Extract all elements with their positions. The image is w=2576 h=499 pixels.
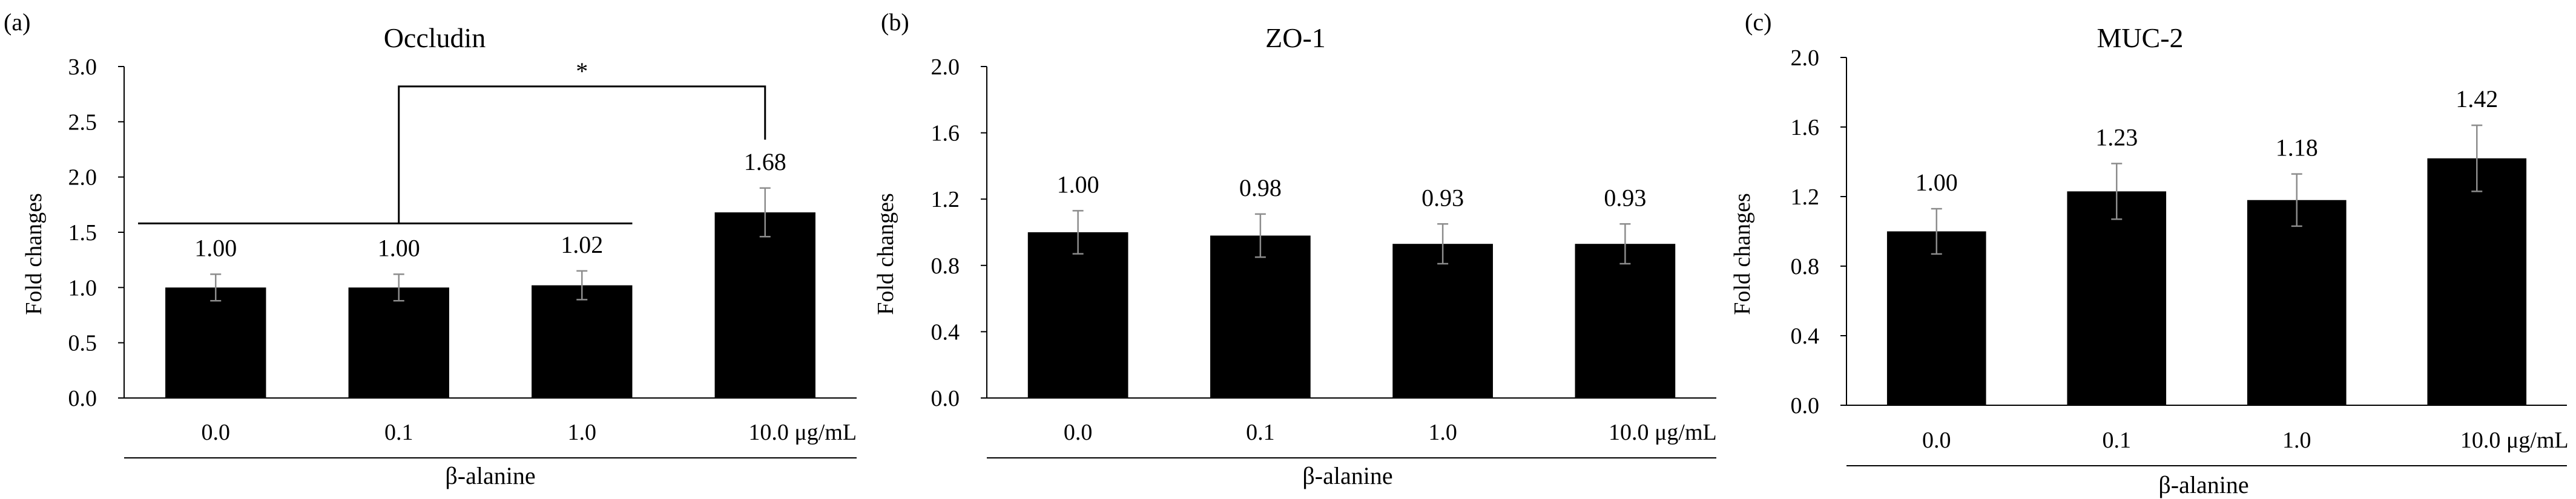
value-label-zo1-3: 0.93 [1604, 184, 1646, 211]
category-label-muc2-2: 1.0 [2282, 428, 2311, 453]
bar-muc2-3 [2427, 158, 2527, 405]
value-label-muc2-1: 1.23 [2095, 123, 2138, 151]
x-axis-title-occludin: β-alanine [445, 462, 535, 489]
category-label-zo1-2: 1.0 [1428, 420, 1457, 445]
panel-label-a: (a) [4, 8, 30, 36]
panel-occludin: (a) Occludin Fold changes β-alanine 0.0 0… [4, 8, 857, 489]
bar-zo1-1 [1210, 235, 1311, 398]
value-label-zo1-2: 0.93 [1421, 184, 1464, 211]
y-tick-label-zo1-3: 1.2 [931, 187, 960, 212]
y-tick-label-occludin-4: 2.0 [68, 165, 97, 191]
y-tick-label-zo1-2: 0.8 [931, 253, 960, 279]
x-axis-title-zo1: β-alanine [1302, 462, 1392, 489]
value-label-occludin-0: 1.00 [194, 234, 237, 261]
y-tick-label-occludin-3: 1.5 [68, 220, 97, 246]
category-label-occludin-0: 0.0 [202, 420, 231, 445]
y-tick-label-zo1-1: 0.4 [931, 319, 960, 345]
category-label-occludin-1: 0.1 [384, 420, 413, 445]
bar-occludin-3 [714, 212, 815, 398]
y-tick-label-occludin-2: 1.0 [68, 275, 97, 301]
panel-label-c: (c) [1745, 8, 1771, 36]
category-label-occludin-3: 10.0 μg/mL [748, 420, 857, 445]
bar-occludin-1 [348, 287, 449, 398]
y-tick-label-zo1-4: 1.6 [931, 121, 960, 146]
category-label-muc2-3: 10.0 μg/mL [2460, 428, 2569, 453]
category-label-zo1-0: 0.0 [1064, 420, 1093, 445]
bar-zo1-0 [1027, 232, 1128, 398]
x-axis-title-muc2: β-alanine [2158, 471, 2248, 498]
bar-zo1-2 [1392, 244, 1493, 398]
bar-muc2-2 [2247, 200, 2347, 405]
y-axis-label-muc2: Fold changes [1730, 193, 1755, 315]
value-label-zo1-1: 0.98 [1239, 174, 1282, 201]
panel-zo1: (b) ZO-1 Fold changes β-alanine 0.0 0.4 0.… [873, 8, 1717, 489]
y-tick-label-zo1-0: 0.0 [931, 386, 960, 411]
y-tick-label-muc2-5: 2.0 [1791, 45, 1820, 71]
value-label-occludin-1: 1.00 [378, 234, 420, 261]
y-axis-label-occludin: Fold changes [21, 193, 47, 315]
y-tick-label-muc2-4: 1.6 [1791, 115, 1820, 140]
bar-muc2-0 [1886, 231, 1986, 405]
y-tick-label-occludin-0: 0.0 [68, 386, 97, 411]
y-tick-label-occludin-5: 2.5 [68, 109, 97, 135]
bar-muc2-1 [2067, 191, 2167, 405]
value-label-occludin-2: 1.02 [561, 231, 603, 258]
y-tick-label-muc2-2: 0.8 [1791, 254, 1820, 279]
category-label-muc2-1: 0.1 [2103, 428, 2132, 453]
y-tick-label-zo1-5: 2.0 [931, 54, 960, 80]
bar-occludin-2 [532, 285, 633, 398]
category-label-zo1-1: 0.1 [1246, 420, 1275, 445]
value-label-zo1-0: 1.00 [1057, 171, 1099, 198]
value-label-muc2-3: 1.42 [2456, 85, 2498, 113]
y-tick-label-muc2-3: 1.2 [1791, 184, 1820, 210]
category-label-occludin-2: 1.0 [568, 420, 597, 445]
value-label-occludin-3: 1.68 [744, 148, 786, 175]
category-label-muc2-0: 0.0 [1922, 428, 1951, 453]
y-tick-label-muc2-0: 0.0 [1791, 393, 1820, 419]
category-label-zo1-3: 10.0 μg/mL [1609, 420, 1717, 445]
significance-marker: * [576, 57, 588, 85]
value-label-muc2-0: 1.00 [1916, 169, 1958, 196]
y-tick-label-occludin-6: 3.0 [68, 54, 97, 80]
value-label-muc2-2: 1.18 [2276, 134, 2318, 161]
y-axis-label-zo1: Fold changes [873, 193, 898, 315]
bar-occludin-0 [165, 287, 266, 398]
significance-bracket [398, 85, 766, 224]
panel-label-b: (b) [881, 8, 909, 36]
bar-zo1-3 [1575, 244, 1676, 398]
y-tick-label-muc2-1: 0.4 [1791, 324, 1820, 349]
panel-muc2: (c) MUC-2 Fold changes β-alanine 0.0 0.4 0… [1730, 8, 2569, 498]
y-tick-label-occludin-1: 0.5 [68, 331, 97, 356]
chart-title-occludin: Occludin [384, 22, 486, 53]
chart-title-muc2: MUC-2 [2097, 22, 2183, 53]
chart-title-zo1: ZO-1 [1265, 22, 1326, 53]
